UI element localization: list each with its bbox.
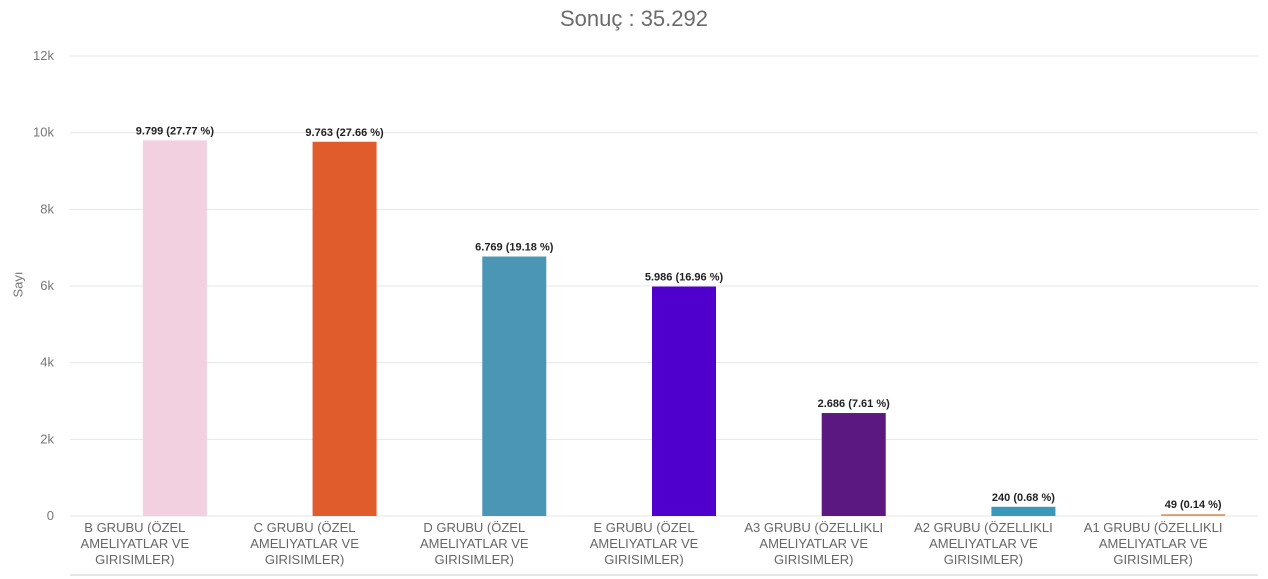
bar — [482, 256, 547, 516]
chart-title: Sonuç : 35.292 — [559, 6, 708, 31]
data-label: 49 (0.14 %) — [1165, 499, 1222, 511]
bar — [821, 413, 886, 516]
x-tick-label: A2 GRUBU (ÖZELLIKLI AMELIYATLAR VE GIRISIM… — [914, 520, 1053, 567]
bar — [142, 140, 207, 516]
bar — [312, 141, 377, 517]
bar — [991, 506, 1056, 516]
y-tick-label: 4k — [40, 355, 54, 370]
bar — [1161, 514, 1226, 516]
data-label: 6.769 (19.18 %) — [475, 242, 554, 254]
x-tick-label: B GRUBU (ÖZEL AMELIYATLAR VE GIRISIMLER) — [81, 520, 190, 567]
x-tick-label: A3 GRUBU (ÖZELLIKLI AMELIYATLAR VE GIRISIM… — [744, 520, 883, 567]
x-tick-label: C GRUBU (ÖZEL AMELIYATLAR VE GIRISIMLER) — [250, 520, 359, 567]
y-tick-label: 2k — [40, 431, 54, 446]
data-label: 9.763 (27.66 %) — [305, 127, 384, 139]
data-label: 5.986 (16.96 %) — [645, 272, 724, 284]
y-tick-label: 0 — [47, 508, 54, 523]
data-label: 240 (0.68 %) — [992, 492, 1055, 504]
x-tick-label: E GRUBU (ÖZEL AMELIYATLAR VE GIRISIMLER) — [590, 520, 699, 567]
y-tick-label: 10k — [33, 125, 54, 140]
y-tick-label: 6k — [40, 278, 54, 293]
bar — [652, 286, 716, 516]
x-tick-label: D GRUBU (ÖZEL AMELIYATLAR VE GIRISIMLER) — [420, 520, 529, 567]
x-tick-label: A1 GRUBU (ÖZELLIKLI AMELIYATLAR VE GIRISIM… — [1084, 520, 1223, 567]
data-label: 9.799 (27.77 %) — [136, 125, 215, 137]
data-label: 2.686 (7.61 %) — [818, 398, 890, 410]
y-tick-label: 8k — [40, 201, 54, 216]
y-tick-label: 12k — [33, 48, 54, 63]
